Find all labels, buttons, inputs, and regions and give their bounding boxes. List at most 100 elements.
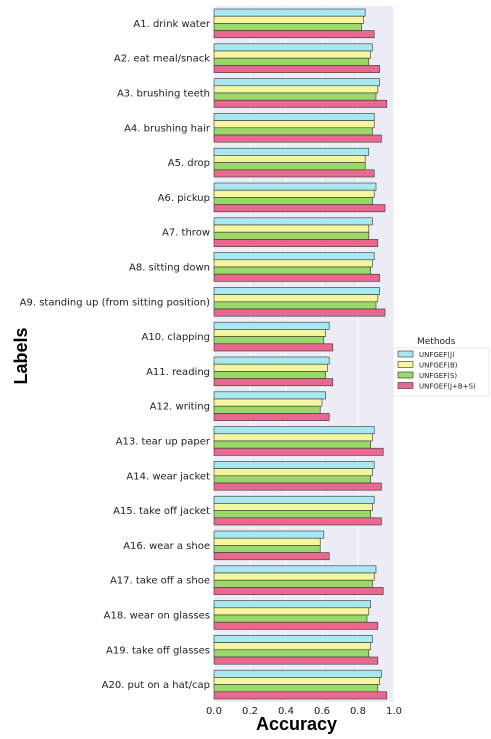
bar-4-8 xyxy=(213,273,380,282)
bar-3-19 xyxy=(213,649,370,658)
x-axis-ticks: 0.0 0.2 0.4 0.6 0.8 1.0 xyxy=(206,706,402,717)
bar-3-5 xyxy=(213,162,366,171)
bar-4-3 xyxy=(213,99,388,108)
legend-swatch xyxy=(397,382,414,389)
bar-4-10 xyxy=(213,343,334,352)
bar-1-6 xyxy=(213,182,377,191)
x-tick-label: 0.0 xyxy=(206,706,222,717)
bar-2-8 xyxy=(213,259,373,268)
bar-3-6 xyxy=(213,197,373,205)
category-label: A15. take off jacket xyxy=(113,506,210,517)
bar-3-17 xyxy=(213,579,373,588)
category-label: A17. take off a shoe xyxy=(110,576,210,587)
bar-2-13 xyxy=(213,433,373,442)
bar-3-20 xyxy=(213,684,379,693)
category-label: A1. drink water xyxy=(133,19,210,30)
bar-2-18 xyxy=(213,607,370,616)
bar-1-11 xyxy=(213,356,330,365)
bar-2-5 xyxy=(213,155,366,163)
bar-1-15 xyxy=(213,495,375,504)
bar-2-17 xyxy=(213,572,375,581)
bar-4-14 xyxy=(213,482,382,491)
category-label: A16. wear a shoe xyxy=(123,541,210,552)
bar-2-6 xyxy=(213,189,375,198)
bar-1-17 xyxy=(213,565,377,574)
bar-2-2 xyxy=(213,50,371,59)
bar-1-20 xyxy=(213,669,382,678)
bar-2-7 xyxy=(213,224,370,233)
bar-2-10 xyxy=(213,329,326,337)
bar-4-7 xyxy=(213,239,379,247)
bar-1-16 xyxy=(213,530,325,539)
bar-4-4 xyxy=(213,134,382,143)
bar-3-1 xyxy=(213,23,362,31)
legend-swatch xyxy=(397,371,414,379)
category-label: A6. pickup xyxy=(158,193,210,204)
bar-1-19 xyxy=(213,635,373,643)
bar-3-12 xyxy=(213,405,321,414)
bar-3-3 xyxy=(213,92,377,101)
bar-3-13 xyxy=(213,440,371,449)
bar-2-1 xyxy=(213,15,364,24)
x-tick-label: 0.8 xyxy=(350,706,366,717)
bar-4-16 xyxy=(213,552,330,561)
bar-1-1 xyxy=(213,8,366,17)
category-label: A5. drop xyxy=(168,158,210,169)
bar-4-9 xyxy=(213,308,386,317)
bar-4-18 xyxy=(213,621,379,630)
category-label: A4. brushing hair xyxy=(124,123,211,134)
category-label: A7. throw xyxy=(162,228,210,239)
bar-1-14 xyxy=(213,461,375,469)
bar-3-14 xyxy=(213,475,371,484)
bar-1-13 xyxy=(213,426,375,435)
category-label: A9. standing up (from sitting position) xyxy=(20,297,210,308)
bar-1-3 xyxy=(213,78,380,87)
bar-1-2 xyxy=(213,43,373,52)
bar-2-19 xyxy=(213,642,371,651)
bar-1-18 xyxy=(213,600,371,609)
bar-2-16 xyxy=(213,537,321,546)
bar-4-19 xyxy=(213,656,379,665)
bar-2-12 xyxy=(213,398,323,407)
bar-2-11 xyxy=(213,363,328,372)
bar-3-15 xyxy=(213,510,371,519)
bar-3-4 xyxy=(213,127,373,136)
legend-swatch xyxy=(397,350,414,358)
bars xyxy=(213,8,388,700)
bar-2-15 xyxy=(213,503,373,511)
category-label: A10. clapping xyxy=(142,332,211,343)
bar-3-2 xyxy=(213,57,370,66)
x-tick-label: 0.4 xyxy=(278,706,294,717)
bar-2-3 xyxy=(213,85,379,94)
legend: Methods UNFGEF(J) UNFGEF(B) UNFGEF(S) UNFGE… xyxy=(392,337,490,397)
category-label: A13. tear up paper xyxy=(116,437,211,448)
category-label: A20. put on a hat/cap xyxy=(102,680,210,691)
category-label: A2. eat meal/snack xyxy=(114,54,210,65)
legend-title: Methods xyxy=(417,337,456,347)
category-label: A3. brushing teeth xyxy=(117,89,210,100)
category-label: A8. sitting down xyxy=(129,263,210,274)
bar-3-18 xyxy=(213,614,368,623)
legend-label: UNFGEF(S) xyxy=(419,372,457,380)
bar-4-17 xyxy=(213,587,384,595)
bar-3-9 xyxy=(213,301,377,310)
bar-3-11 xyxy=(213,371,326,379)
bar-1-4 xyxy=(213,113,375,121)
bar-4-11 xyxy=(213,378,334,387)
bar-4-20 xyxy=(213,691,388,700)
bar-1-8 xyxy=(213,252,375,261)
plot-background xyxy=(214,6,394,702)
bar-2-20 xyxy=(213,677,380,685)
y-axis-title: Labels xyxy=(11,327,31,384)
category-label: A11. reading xyxy=(146,367,210,378)
bar-1-9 xyxy=(213,287,380,295)
x-axis-title: Accuracy xyxy=(256,714,337,734)
bar-1-10 xyxy=(213,321,330,330)
bar-1-7 xyxy=(213,217,373,226)
bar-3-16 xyxy=(213,545,321,553)
x-tick-label: 0.6 xyxy=(314,706,330,717)
bar-3-10 xyxy=(213,336,325,345)
bar-4-5 xyxy=(213,169,375,178)
legend-swatch xyxy=(397,361,414,368)
